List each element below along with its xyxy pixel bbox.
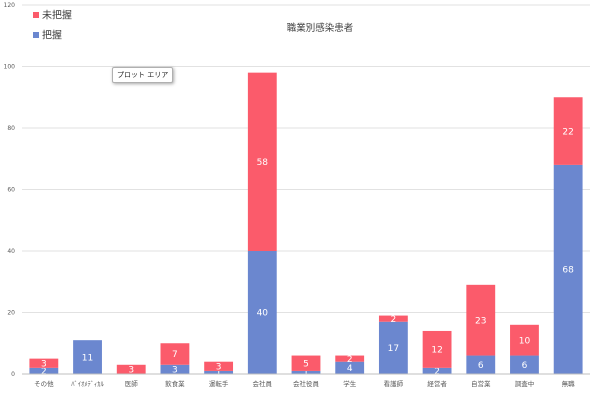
data-label: 22 — [562, 127, 573, 137]
data-label: 10 — [519, 336, 531, 346]
data-label: 6 — [522, 361, 528, 371]
bar-segment — [378, 321, 408, 374]
x-category-label: 看護師 — [384, 379, 404, 388]
x-category-label: 医師 — [125, 379, 139, 388]
data-label: 3 — [216, 363, 222, 373]
data-label: 58 — [257, 158, 269, 168]
legend-swatch — [33, 12, 39, 18]
y-tick-label: 20 — [7, 310, 15, 317]
data-label: 68 — [562, 266, 574, 276]
data-label: 3 — [128, 366, 134, 376]
x-category-label: 学生 — [343, 379, 357, 388]
bar-segment — [116, 364, 146, 374]
x-category-label: 無職 — [562, 379, 576, 388]
y-tick-label: 40 — [7, 248, 15, 255]
x-category-label: 運転手 — [209, 379, 229, 388]
bar-segment — [510, 355, 539, 374]
chart-title: 職業別感染患者 — [287, 22, 354, 34]
bar-segment — [160, 364, 190, 374]
legend-swatch — [33, 32, 39, 38]
bar-segment — [553, 97, 583, 165]
bar-segment — [73, 340, 102, 374]
data-label: 6 — [478, 361, 484, 371]
x-category-label: 会社役員 — [293, 379, 320, 388]
data-label: 23 — [475, 316, 486, 326]
x-category-label: 経営者 — [427, 379, 447, 388]
data-label: 3 — [41, 359, 47, 369]
x-category-label: 会社員 — [253, 379, 273, 388]
bar-segment — [29, 358, 59, 368]
bar-segment — [204, 370, 234, 374]
grid-lines — [22, 4, 590, 313]
bar-segment — [422, 330, 452, 368]
y-tick-label: 60 — [7, 187, 15, 194]
bar-segment — [335, 355, 365, 362]
data-label: 2 — [347, 355, 353, 365]
data-label: 4 — [347, 364, 353, 374]
plot-area-tooltip: プロット エリア — [112, 67, 174, 83]
bar-segment — [29, 367, 59, 374]
x-category-label: ﾊﾞｲｵﾒﾃﾞｨｶﾙ — [71, 380, 104, 388]
bar-segment — [553, 164, 583, 374]
bar-segment — [247, 251, 277, 374]
bar-segment — [291, 355, 321, 371]
y-tick-label: 100 — [4, 64, 16, 71]
x-category-label: 自営業 — [471, 379, 491, 388]
bar-segment — [335, 361, 365, 374]
x-category-label: 調査中 — [515, 379, 535, 388]
x-category-label: 飲食業 — [165, 379, 185, 388]
data-label: 2 — [391, 315, 397, 325]
data-label: 40 — [257, 309, 269, 319]
bar-segment — [378, 315, 408, 322]
axes: 0 20 40 60 80 100 120 その他 ﾊﾞｲｵﾒﾃﾞｨｶﾙ 医師 飲食業 運転手 会社員 会… — [4, 2, 590, 388]
x-category-label: その他 — [34, 379, 54, 388]
y-tick-label: 0 — [11, 371, 15, 378]
legend-label: 未把握 — [42, 9, 72, 22]
bar-segment — [247, 72, 277, 252]
bar-segment — [422, 367, 452, 374]
bars: 231133713405815421722126236106822 — [29, 72, 583, 379]
legend-label: 把握 — [42, 29, 62, 42]
data-label: 2 — [434, 367, 440, 377]
bar-segment — [204, 361, 234, 371]
bar-segment — [291, 370, 321, 374]
data-label: 12 — [431, 346, 442, 356]
data-label: 7 — [172, 350, 178, 360]
bar-segment — [510, 324, 539, 356]
data-label: 3 — [172, 366, 178, 376]
y-tick-label: 120 — [4, 2, 16, 9]
data-label: 17 — [388, 344, 399, 354]
data-label: 5 — [303, 359, 309, 369]
y-tick-label: 80 — [7, 125, 15, 132]
data-label: 11 — [82, 353, 93, 363]
bar-segment — [466, 284, 496, 356]
bar-segment — [160, 343, 190, 365]
data-label: 2 — [41, 367, 47, 377]
bar-segment — [466, 355, 496, 374]
